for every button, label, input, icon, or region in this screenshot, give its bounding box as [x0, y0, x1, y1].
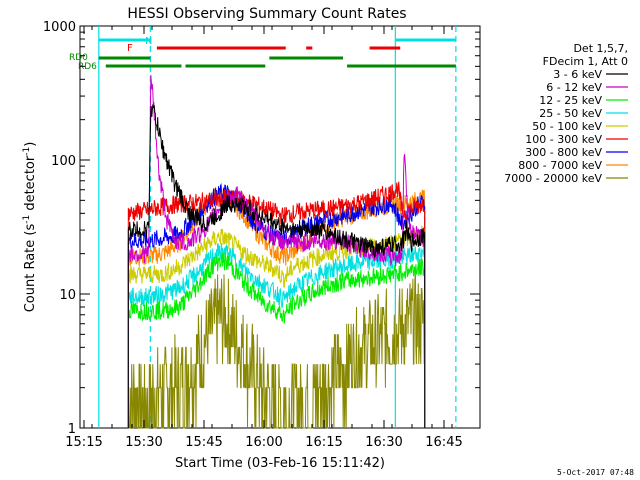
legend-header-0: Det 1,5,7,	[573, 42, 628, 55]
x-tick-label-15:30: 15:30	[125, 435, 162, 450]
chart-title: HESSI Observing Summary Count Rates	[127, 6, 406, 22]
plot-marks	[98, 26, 457, 429]
legend-label-2: 12 - 25 keV	[539, 94, 602, 107]
series-line-0	[127, 104, 426, 429]
y-tick-label-1000: 1000	[43, 20, 76, 35]
legend-label-5: 100 - 300 keV	[525, 133, 602, 146]
legend-label-8: 7000 - 20000 keV	[504, 172, 602, 185]
x-tick-label-16:45: 16:45	[425, 435, 462, 450]
series-line-2	[127, 252, 426, 429]
x-tick-label-16:30: 16:30	[365, 435, 402, 450]
x-tick-label-16:00: 16:00	[245, 435, 282, 450]
plot-frame	[79, 25, 481, 429]
x-axis-label: Start Time (03-Feb-16 15:11:42)	[175, 456, 385, 471]
flag-label-RD0: RD0	[69, 53, 88, 63]
x-tick-label-16:15: 16:15	[305, 435, 342, 450]
y-axis-label: Count Rate (s-1 detector-1)	[22, 142, 38, 313]
footer-stamp: 5-Oct-2017 07:48	[556, 468, 634, 477]
y-tick-label-1: 1	[68, 422, 76, 437]
legend-label-3: 25 - 50 keV	[539, 107, 602, 120]
legend-label-4: 50 - 100 keV	[532, 120, 602, 133]
x-tick-label-15:45: 15:45	[185, 435, 222, 450]
flag-label-N: N	[145, 36, 152, 47]
flag-label-RD6: RD6	[78, 62, 97, 72]
series-line-5	[127, 181, 426, 429]
legend-label-6: 300 - 800 keV	[525, 146, 602, 159]
legend-label-0: 3 - 6 keV	[553, 68, 602, 81]
y-tick-label-100: 100	[51, 154, 76, 169]
y-tick-label-10: 10	[59, 288, 76, 303]
x-tick-label-15:15: 15:15	[65, 435, 102, 450]
axes: 15:15 15:30 15:45 16:00 16:15 16:30 16:45 1 10 10…	[43, 20, 480, 450]
flag-label-F: F	[127, 43, 133, 54]
series-line-8	[127, 274, 426, 429]
legend-header-1: FDecim 1, Att 0	[543, 55, 628, 68]
legend-label-7: 800 - 7000 keV	[518, 159, 602, 172]
legend-label-1: 6 - 12 keV	[546, 81, 602, 94]
